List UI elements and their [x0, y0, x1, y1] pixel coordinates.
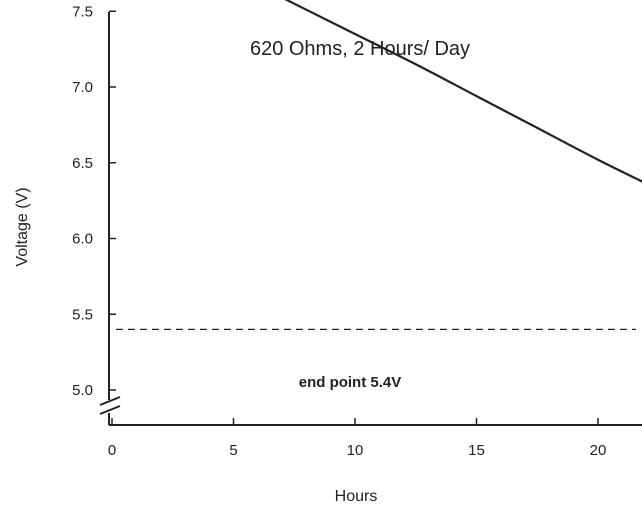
x-axis-title: Hours [335, 488, 378, 505]
x-tick-label: 15 [468, 442, 485, 459]
x-tick-label: 5 [229, 442, 237, 459]
axis-break-mark [99, 405, 121, 415]
y-tick-label: 6.0 [72, 231, 93, 248]
end-point-label: end point 5.4V [299, 374, 402, 391]
y-tick-label: 5.5 [72, 306, 93, 323]
y-tick-label: 7.5 [72, 3, 93, 20]
y-tick-label: 5.0 [72, 382, 93, 399]
axes: 5.05.56.06.57.07.58.08.59.09.50510152025… [72, 3, 642, 459]
axis-break-mark [99, 396, 121, 406]
y-tick-label: 7.0 [72, 79, 93, 96]
voltage-series-line [284, 0, 642, 183]
y-tick-label: 6.5 [72, 155, 93, 172]
x-tick-label: 20 [590, 442, 607, 459]
y-axis-title: Voltage (V) [14, 187, 31, 266]
x-tick-label: 0 [108, 442, 116, 459]
chart-title: 620 Ohms, 2 Hours/ Day [250, 38, 470, 60]
plot-area [116, 0, 642, 331]
x-tick-label: 10 [347, 442, 364, 459]
